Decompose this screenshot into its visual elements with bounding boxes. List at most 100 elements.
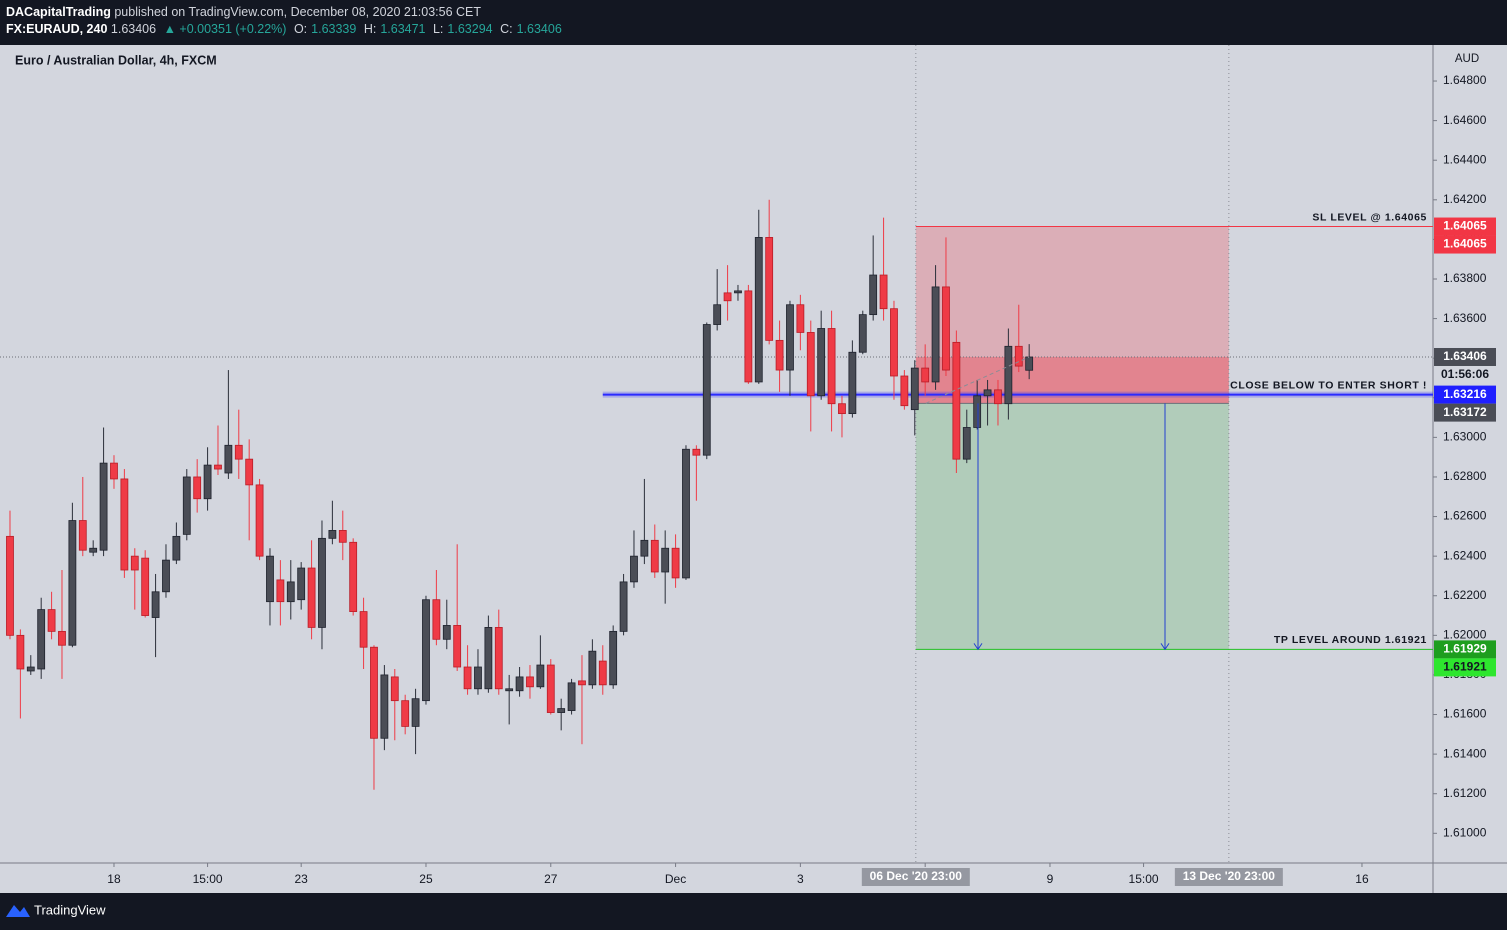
candle-body (973, 395, 982, 428)
candle-body (6, 535, 14, 636)
candle-body (609, 630, 618, 686)
candle-body (505, 688, 514, 692)
candle-body (16, 634, 25, 670)
symbol: FX:EURAUD, 240 (6, 22, 108, 36)
candle-body (661, 547, 670, 573)
candle-body (203, 464, 212, 500)
candle-body (266, 555, 274, 603)
candle-body (349, 541, 358, 612)
brand-name: TradingView (34, 902, 106, 917)
candle-body (536, 664, 545, 688)
time-label: 13 Dec '20 23:00 (1183, 869, 1276, 883)
y-tick-label: 1.61400 (1443, 746, 1487, 760)
chart-title: Euro / Australian Dollar, 4h, FXCM (15, 53, 217, 67)
candle-body (890, 308, 898, 377)
y-tick-label: 1.62400 (1443, 548, 1487, 562)
candle-body (848, 351, 857, 415)
candle-body (744, 290, 753, 383)
ohlc-key: H: (363, 22, 377, 36)
candle-body (318, 537, 326, 628)
candle-body (650, 539, 659, 573)
candle-body (99, 462, 108, 551)
y-tick-label: 1.62800 (1443, 469, 1487, 483)
y-tick-label: 1.64800 (1443, 73, 1487, 87)
candle-body (640, 539, 649, 557)
candle-body (245, 458, 254, 486)
publisher[interactable]: DACapitalTrading (6, 5, 111, 19)
candle-body (578, 680, 586, 686)
candle-body (47, 609, 56, 632)
price-tag (1434, 640, 1496, 659)
y-tick-label: 1.63600 (1443, 311, 1487, 325)
candle-body (734, 290, 742, 294)
y-tick-label: 1.61200 (1443, 786, 1487, 800)
candle-body (692, 448, 701, 456)
candle-body (994, 389, 1002, 405)
x-tick-label: 27 (544, 872, 558, 886)
candle-body (515, 676, 524, 692)
price-tag-label: 1.61921 (1443, 660, 1487, 674)
candle-body (453, 625, 462, 668)
candle-body (474, 666, 482, 690)
candle-body (931, 286, 940, 383)
candle-body (390, 676, 399, 702)
price-tag (1434, 235, 1496, 254)
annotation-text: TP LEVEL AROUND 1.61921 (1274, 634, 1427, 646)
candle-body (494, 627, 503, 690)
candle-body (630, 555, 638, 583)
candle-body (276, 579, 285, 603)
candle-body (962, 427, 971, 460)
candle-body (172, 535, 181, 561)
candle-body (952, 341, 961, 460)
annotation-text: CLOSE BELOW TO ENTER SHORT ! (1230, 379, 1427, 391)
candle-body (58, 630, 66, 646)
candle-body (151, 591, 160, 618)
change: ▲ +0.00351 (+0.22%) (163, 22, 287, 36)
candle-body (546, 664, 555, 713)
candle-body (765, 237, 774, 341)
x-tick-label: 16 (1355, 872, 1369, 886)
candle-body (401, 700, 410, 727)
price-axis (1433, 45, 1507, 863)
candle-body (162, 559, 170, 593)
candle-body (26, 666, 35, 672)
stop-zone (915, 226, 1229, 404)
candle-body (224, 444, 233, 474)
candle-body (380, 674, 389, 739)
candle-body (338, 530, 347, 543)
x-tick-label: 15:00 (193, 872, 223, 886)
candle-body (463, 666, 472, 690)
candle-body (214, 464, 222, 470)
candle-body (786, 304, 794, 371)
price-tag-label: 1.63406 (1443, 349, 1487, 363)
candle-body (900, 375, 909, 407)
candle-body (1025, 356, 1034, 371)
x-tick-label: 18 (107, 872, 121, 886)
candle-body (370, 646, 378, 739)
candle-body (838, 403, 846, 415)
y-tick-label: 1.63000 (1443, 430, 1487, 444)
price-tag (1434, 403, 1496, 422)
brand-logo (6, 905, 30, 917)
ohlc-key: C: (500, 22, 513, 36)
candle-body (422, 599, 430, 702)
candle-body (1004, 345, 1013, 405)
footer (0, 893, 1507, 930)
ohlc-key: O: (293, 22, 308, 36)
candle-body (921, 367, 930, 383)
price-tag (1434, 365, 1496, 384)
currency-label: AUD (1455, 53, 1479, 65)
candle-body (307, 567, 316, 628)
candle-body (598, 660, 607, 686)
arrow-head (973, 643, 983, 651)
y-tick-label: 1.62600 (1443, 509, 1487, 523)
price-tag-label: 1.64065 (1443, 237, 1487, 251)
y-tick-label: 1.64400 (1443, 152, 1487, 166)
candle-body (806, 332, 815, 397)
price-tag-label: 1.63216 (1443, 387, 1487, 401)
candle-body (68, 520, 77, 646)
trade-line (925, 356, 1030, 404)
price-tag-label: 01:56:06 (1441, 367, 1489, 381)
